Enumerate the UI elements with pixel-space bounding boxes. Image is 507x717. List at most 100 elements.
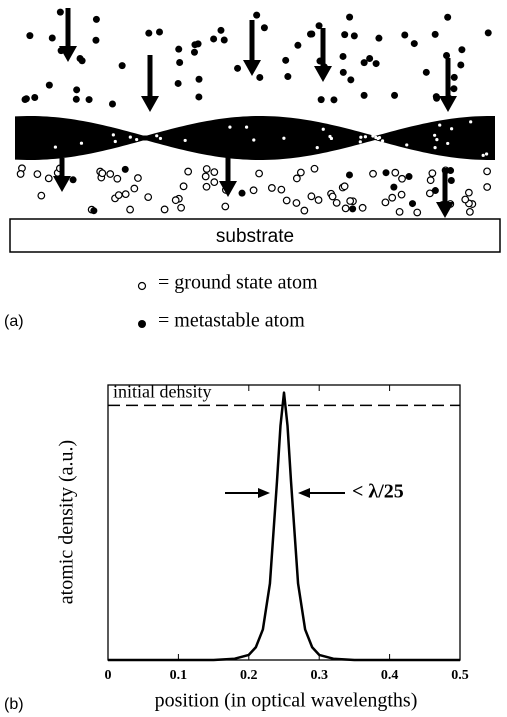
metastable-atom-in-beam <box>328 134 332 139</box>
metastable-atom <box>315 22 323 30</box>
ground-state-atom <box>179 182 188 191</box>
metastable-atom <box>195 93 203 101</box>
metastable-atom <box>339 52 347 60</box>
metastable-atom-in-beam <box>135 137 139 142</box>
ground-state-atom <box>121 190 130 199</box>
metastable-atom-in-beam <box>371 134 375 138</box>
ground-state-atom <box>130 184 139 193</box>
ground-state-atom <box>341 204 350 213</box>
metastable-atom-in-beam <box>446 141 450 146</box>
metastable-atom <box>56 8 64 16</box>
ground-state-atom <box>483 183 492 191</box>
ground-state-atom <box>126 205 134 214</box>
metastable-atom <box>190 48 198 56</box>
arrow-head <box>314 66 332 82</box>
metastable-atom <box>317 96 325 104</box>
arrow-head <box>141 96 159 112</box>
metastable-atom-in-beam <box>376 136 380 141</box>
atoms <box>16 8 492 217</box>
laser-beam <box>15 116 495 160</box>
metastable-atom <box>121 165 129 173</box>
metastable-atom <box>450 73 458 81</box>
ground-state-atom <box>369 169 377 178</box>
metastable-atom <box>458 46 466 54</box>
metastable-atom <box>118 62 126 70</box>
metastable-atom <box>210 35 218 43</box>
metastable-atom <box>175 45 183 53</box>
metastable-atom <box>391 91 399 99</box>
metastable-atom <box>443 51 451 59</box>
ground-state-atom <box>202 165 211 173</box>
metastable-atom <box>422 68 430 76</box>
metastable-atom <box>85 96 93 104</box>
ground-state-atom <box>340 182 349 191</box>
metastable-atom <box>45 81 53 89</box>
ground-state-atom <box>210 168 219 177</box>
metastable-atom <box>382 169 390 177</box>
ground-state-atom <box>202 182 211 191</box>
ground-state-atom <box>16 170 25 178</box>
metastable-atom <box>345 171 353 179</box>
arrow-head <box>53 176 71 192</box>
metastable-atom <box>217 26 225 34</box>
metastable-atom <box>108 100 116 108</box>
ground-state-atom <box>98 169 107 178</box>
metastable-atom-in-beam <box>252 138 256 142</box>
metastable-atom-in-beam <box>113 139 117 144</box>
ground-state-atom <box>134 174 142 182</box>
y-axis-label: atomic density (a.u.) <box>56 440 78 604</box>
ground-state-atom <box>292 199 301 207</box>
metastable-atom <box>346 13 354 21</box>
ground-state-atom <box>346 197 355 205</box>
legend-filled-symbol <box>138 320 146 328</box>
metastable-atom <box>294 41 302 49</box>
metastable-atom <box>238 189 246 197</box>
metastable-atom <box>90 207 98 215</box>
metastable-atom-in-beam <box>438 123 442 127</box>
ground-state-atom <box>184 167 193 176</box>
metastable-atom <box>92 15 100 23</box>
metastable-atom <box>447 176 455 184</box>
metastable-atom <box>92 36 100 44</box>
ground-state-atom <box>388 193 397 202</box>
metastable-atom <box>366 54 374 62</box>
ground-state-atom <box>37 191 46 200</box>
metastable-atom <box>26 32 34 40</box>
metastable-atom-in-beam <box>315 146 319 150</box>
ground-state-atom <box>255 169 264 178</box>
metastable-atom <box>176 59 184 67</box>
legend-text: = ground state atom <box>158 272 318 294</box>
ground-state-atom <box>461 195 470 204</box>
metastable-atom <box>350 32 358 40</box>
legend-open-symbol <box>137 281 147 291</box>
x-tick-label: 0.1 <box>170 668 188 683</box>
ground-state-atom <box>381 198 390 207</box>
ground-state-atom <box>267 184 276 192</box>
metastable-atom-in-beam <box>481 153 485 157</box>
x-tick-label: 0.2 <box>240 668 258 683</box>
metastable-atom <box>341 31 349 39</box>
metastable-atom <box>155 28 163 36</box>
ground-state-atom <box>292 174 301 183</box>
metastable-atom <box>450 85 458 93</box>
metastable-atom <box>76 54 84 62</box>
metastable-atom <box>174 79 182 87</box>
legend-text: = metastable atom <box>158 310 305 332</box>
metastable-atom-in-beam <box>244 125 249 129</box>
arrow-head <box>243 60 261 76</box>
ground-state-atom <box>44 174 53 183</box>
metastable-atom <box>431 187 439 195</box>
x-tick-label: 0.5 <box>451 668 469 683</box>
metastable-atom <box>410 40 418 48</box>
plot-frame <box>107 384 461 661</box>
ground-state-atom <box>464 188 473 197</box>
ground-state-atom <box>307 192 316 201</box>
ground-state-atom <box>398 174 406 183</box>
metastable-atom <box>409 200 417 208</box>
ground-state-atom <box>397 190 406 199</box>
ground-state-atom <box>391 168 400 177</box>
ground-state-atom <box>201 172 210 181</box>
ground-state-atom <box>465 207 474 216</box>
substrate-box <box>9 218 501 253</box>
metastable-atom-in-beam <box>53 145 57 149</box>
